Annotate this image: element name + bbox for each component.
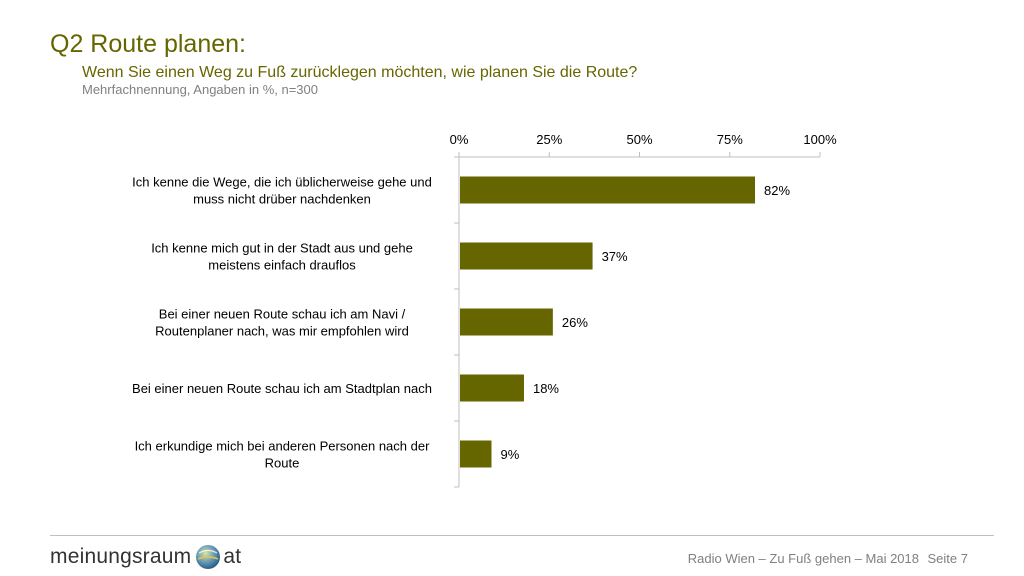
data-label: 37%	[602, 249, 628, 264]
x-tick-label: 75%	[717, 132, 743, 147]
x-tick-label: 100%	[803, 132, 837, 147]
category-label: Ich erkundige mich bei anderen Personen …	[135, 439, 431, 471]
category-label-line: Ich erkundige mich bei anderen Personen …	[135, 439, 431, 454]
bar	[460, 176, 756, 204]
bar	[460, 374, 524, 402]
bar	[460, 242, 593, 270]
category-label-line: Bei einer neuen Route schau ich am Stadt…	[132, 381, 432, 396]
axis-layer	[454, 152, 821, 488]
category-label-line: meistens einfach drauflos	[208, 258, 356, 273]
company-logo: meinungsraum at	[50, 540, 241, 574]
bar	[460, 440, 492, 468]
footer-caption: Radio Wien – Zu Fuß gehen – Mai 2018	[687, 551, 919, 566]
page-number: Seite 7	[927, 551, 968, 566]
x-tick-label: 50%	[626, 132, 652, 147]
category-label-line: Bei einer neuen Route schau ich am Navi …	[159, 307, 406, 322]
data-label: 9%	[500, 447, 519, 462]
bar	[460, 308, 553, 336]
category-label: Ich kenne die Wege, die ich üblicherweis…	[132, 175, 432, 207]
logo-text-right: at	[223, 545, 242, 568]
x-tick-label: 0%	[450, 132, 469, 147]
category-label: Ich kenne mich gut in der Stadt aus und …	[151, 241, 413, 273]
x-tick-label: 25%	[536, 132, 562, 147]
category-label: Bei einer neuen Route schau ich am Navi …	[155, 307, 409, 339]
category-label-line: Routenplaner nach, was mir empfohlen wir…	[155, 324, 409, 339]
bars-layer	[460, 176, 756, 468]
page-title: Q2 Route planen:	[50, 30, 246, 58]
question-subtitle: Wenn Sie einen Weg zu Fuß zurücklegen mö…	[82, 64, 638, 81]
data-label: 18%	[533, 381, 559, 396]
data-label: 26%	[562, 315, 588, 330]
sample-note: Mehrfachnennung, Angaben in %, n=300	[82, 82, 318, 97]
data-label: 82%	[764, 183, 790, 198]
logo-text-left: meinungsraum	[50, 545, 192, 568]
category-label: Bei einer neuen Route schau ich am Stadt…	[132, 381, 432, 396]
footer-divider	[50, 535, 994, 536]
category-label-line: Route	[265, 456, 300, 471]
labels-layer: 0% 25% 50% 75% 100% 82% Ich kenne die Wege, di…	[132, 132, 837, 471]
category-label-line: muss nicht drüber nachdenken	[193, 192, 371, 207]
globe-icon	[196, 545, 221, 569]
bar-chart: 0% 25% 50% 75% 100% 82% Ich kenne die Wege, di…	[132, 132, 837, 488]
category-label-line: Ich kenne mich gut in der Stadt aus und …	[151, 241, 413, 256]
category-label-line: Ich kenne die Wege, die ich üblicherweis…	[132, 175, 432, 190]
